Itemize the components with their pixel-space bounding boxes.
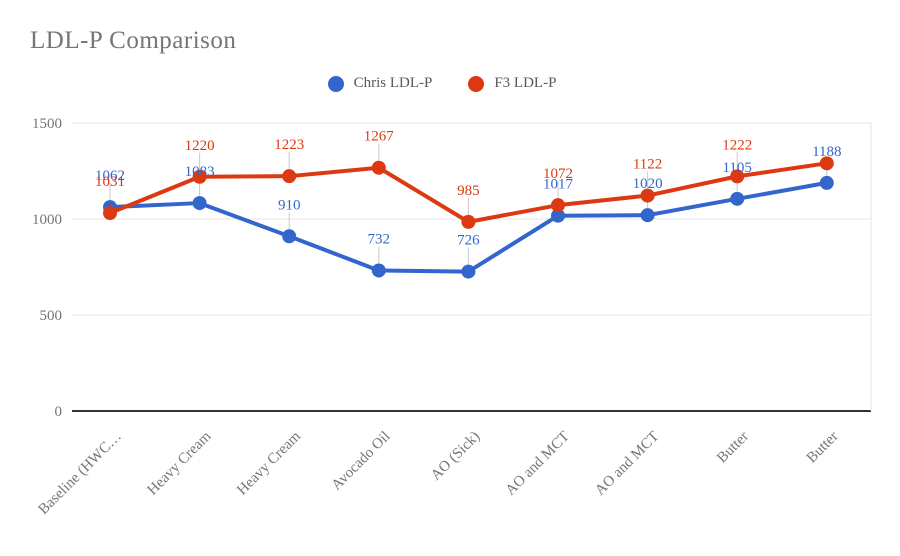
chris-ldl-p-point-5[interactable] [551, 208, 565, 223]
x-axis-label-0: Baseline (HWC… [35, 429, 124, 518]
x-axis-label-8: Butter [804, 429, 842, 467]
legend-label-chris-ldl-p: Chris LDL-P [353, 75, 433, 91]
chris-ldl-p-value-label-4: 726 [457, 233, 480, 249]
f3-ldl-p-point-5[interactable] [551, 198, 565, 213]
x-axis-label-1: Heavy Cream [145, 428, 215, 498]
f3-ldl-p-value-label-2: 1223 [274, 137, 304, 153]
f3-ldl-p-value-label-7: 1222 [722, 137, 752, 153]
chris-ldl-p-value-label-5: 1017 [543, 177, 574, 193]
legend-label-f3-ldl-p: F3 LDL-P [494, 75, 557, 91]
f3-ldl-p-point-7[interactable] [730, 169, 745, 184]
chris-ldl-p-point-3[interactable] [371, 263, 386, 278]
x-axis-label-5: AO and MCT [503, 429, 573, 499]
legend-item-f3-ldl-p[interactable]: F3 LDL-P [468, 75, 556, 92]
f3-ldl-p-value-label-1: 1220 [185, 138, 215, 154]
chris-ldl-p-point-1[interactable] [192, 196, 207, 211]
legend-dot-f3-ldl-p [468, 75, 485, 92]
chris-ldl-p-point-4[interactable] [461, 264, 476, 279]
f3-ldl-p-point-3[interactable] [371, 160, 386, 175]
f3-ldl-p-value-label-4: 985 [457, 183, 480, 199]
x-axis-label-6: AO and MCT [592, 429, 662, 499]
y-tick-label-1000: 1000 [32, 212, 62, 228]
f3-ldl-p-value-label-3: 1267 [364, 129, 395, 145]
legend-dot-chris-ldl-p [327, 75, 344, 92]
f3-ldl-p-point-4[interactable] [461, 214, 476, 229]
chris-ldl-p-value-label-6: 1020 [633, 176, 663, 192]
chart-title: LDL-P Comparison [30, 27, 237, 54]
f3-ldl-p-value-label-0: 1031 [95, 174, 125, 190]
chris-ldl-p-point-8[interactable] [819, 175, 834, 190]
chris-ldl-p-value-label-8: 1188 [812, 144, 841, 160]
f3-ldl-p-value-label-5: 1072 [543, 166, 573, 182]
chris-ldl-p-value-label-3: 732 [368, 231, 391, 247]
chris-ldl-p-value-label-1: 1083 [185, 164, 215, 180]
y-tick-label-1500: 1500 [32, 116, 62, 132]
x-axis-label-2: Heavy Cream [234, 428, 304, 498]
chris-ldl-p-value-label-7: 1105 [722, 160, 751, 176]
x-axis-label-3: Avocado Oil [329, 429, 394, 494]
f3-ldl-p-point-0[interactable] [103, 206, 117, 221]
chris-ldl-p-value-label-0: 1062 [95, 168, 125, 184]
legend: Chris LDL-P F3 LDL-P [0, 75, 884, 92]
f3-ldl-p-point-1[interactable] [192, 169, 207, 184]
f3-ldl-p-point-2[interactable] [282, 169, 297, 184]
f3-ldl-p-point-8[interactable] [819, 156, 834, 171]
f3-ldl-p-value-label-6: 1122 [633, 157, 662, 173]
chris-ldl-p-point-6[interactable] [640, 208, 655, 223]
chris-ldl-p-point-2[interactable] [282, 229, 297, 244]
chris-ldl-p-value-label-2: 910 [278, 197, 301, 213]
f3-ldl-p-point-6[interactable] [640, 188, 655, 203]
chris-ldl-p-point-7[interactable] [730, 191, 745, 206]
y-tick-label-500: 500 [40, 308, 63, 324]
y-tick-label-0: 0 [55, 404, 63, 420]
legend-item-chris-ldl-p[interactable]: Chris LDL-P [327, 75, 433, 92]
x-axis-label-7: Butter [714, 429, 752, 467]
x-axis-label-4: AO (Sick) [428, 429, 483, 484]
